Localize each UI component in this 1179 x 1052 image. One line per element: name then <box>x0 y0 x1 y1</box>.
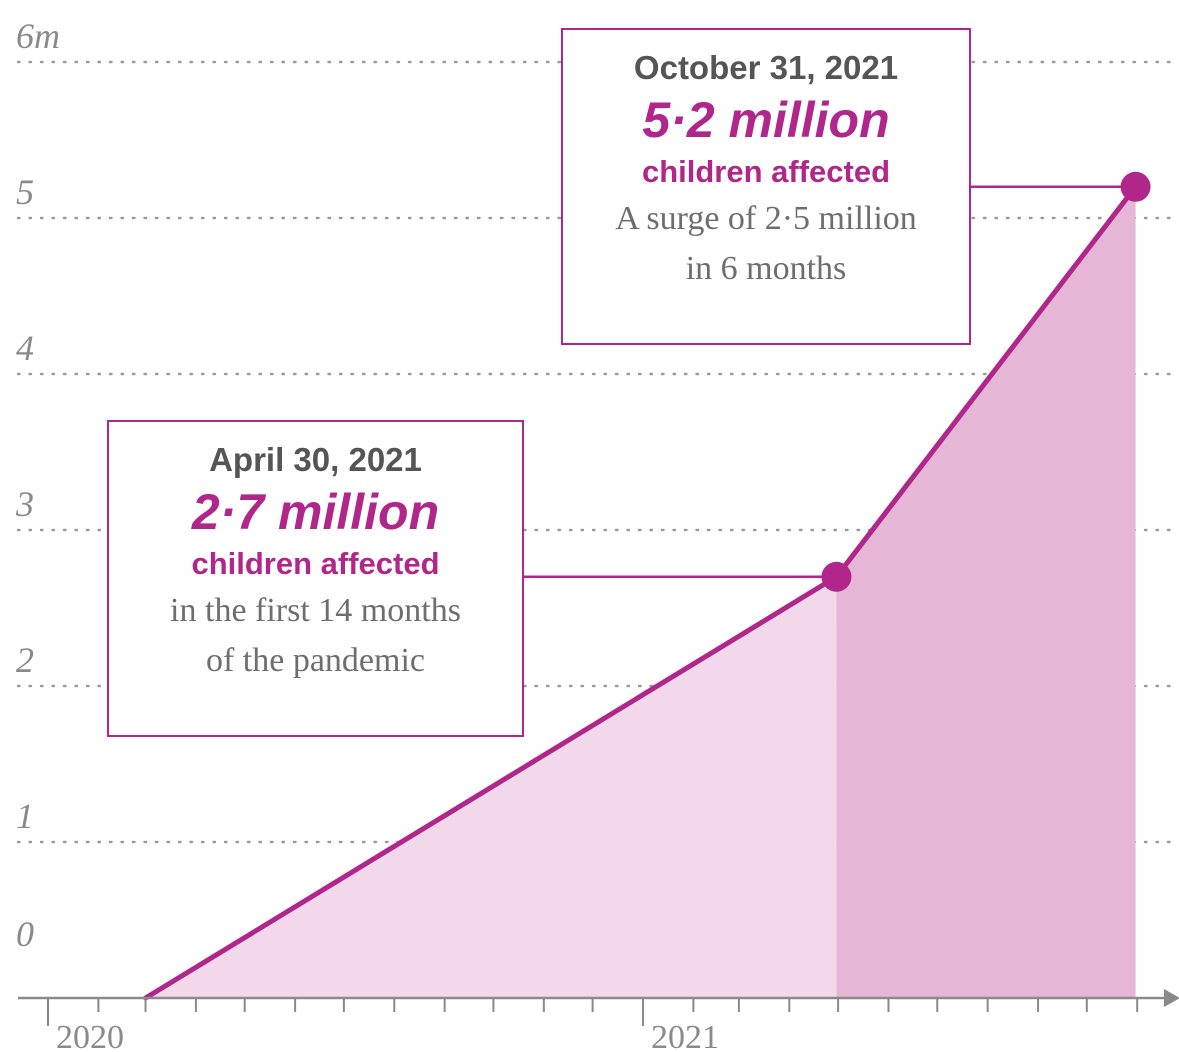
callout-caption: children affected <box>191 546 440 581</box>
y-axis-labels: 6m 5 4 3 2 1 0 <box>15 16 60 954</box>
callout-date: October 31, 2021 <box>633 49 899 86</box>
y-tick-label: 5 <box>16 172 34 212</box>
y-tick-label: 2 <box>16 640 34 680</box>
y-tick-label: 6m <box>16 16 60 56</box>
callout-april-2021: April 30, 2021 2·7 million children affe… <box>107 420 524 737</box>
callout-date: April 30, 2021 <box>209 441 422 478</box>
series-line-group <box>143 171 1151 1001</box>
data-point-marker <box>821 561 852 592</box>
callout-caption: children affected <box>641 154 891 189</box>
callout-note-line: in 6 months <box>685 250 847 287</box>
x-axis <box>18 989 1179 1026</box>
callout-value: 5·2 million <box>642 92 890 148</box>
x-axis-labels: 2020 2021 <box>56 1019 719 1052</box>
x-axis-arrow <box>1164 989 1179 1007</box>
callout-october-2021: October 31, 2021 5·2 million children af… <box>561 28 971 345</box>
y-tick-label: 4 <box>16 328 34 368</box>
callout-note-line: of the pandemic <box>205 642 426 679</box>
callout-note-line: in the first 14 months <box>170 592 461 629</box>
data-point-marker <box>1120 171 1151 202</box>
y-tick-label: 0 <box>16 914 34 954</box>
x-tick-label: 2020 <box>56 1019 124 1052</box>
x-tick-label: 2021 <box>651 1019 719 1052</box>
y-tick-label: 1 <box>16 796 34 836</box>
callout-note-line: A surge of 2·5 million <box>615 200 917 237</box>
y-tick-label: 3 <box>15 484 34 524</box>
area-fill-surge-period <box>836 186 1136 999</box>
callout-value: 2·7 million <box>191 484 440 540</box>
callout-leader-lines <box>524 185 1136 579</box>
